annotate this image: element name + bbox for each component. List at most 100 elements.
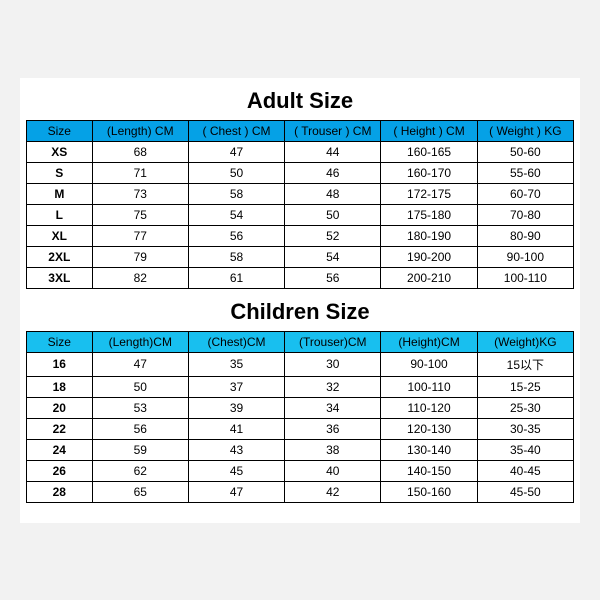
cell-value: 79 <box>92 246 188 267</box>
cell-value: 82 <box>92 267 188 288</box>
table-row: 2XL795854190-20090-100 <box>27 246 574 267</box>
cell-value: 38 <box>285 439 381 460</box>
cell-value: 70-80 <box>477 204 573 225</box>
cell-value: 44 <box>285 141 381 162</box>
cell-value: 37 <box>188 376 284 397</box>
cell-value: 150-160 <box>381 481 477 502</box>
cell-value: 62 <box>92 460 188 481</box>
cell-value: 200-210 <box>381 267 477 288</box>
col-chest: (Chest)CM <box>188 331 284 352</box>
table-row: M735848172-17560-70 <box>27 183 574 204</box>
cell-size: 22 <box>27 418 93 439</box>
cell-value: 80-90 <box>477 225 573 246</box>
cell-value: 53 <box>92 397 188 418</box>
col-length: (Length)CM <box>92 331 188 352</box>
cell-value: 43 <box>188 439 284 460</box>
cell-value: 30-35 <box>477 418 573 439</box>
table-header-row: Size (Length) CM ( Chest ) CM ( Trouser … <box>27 120 574 141</box>
cell-value: 52 <box>285 225 381 246</box>
cell-value: 180-190 <box>381 225 477 246</box>
cell-size: 2XL <box>27 246 93 267</box>
cell-value: 50 <box>285 204 381 225</box>
table-row: 22564136120-13030-35 <box>27 418 574 439</box>
table-header-row: Size (Length)CM (Chest)CM (Trouser)CM (H… <box>27 331 574 352</box>
cell-size: S <box>27 162 93 183</box>
cell-value: 54 <box>188 204 284 225</box>
cell-value: 68 <box>92 141 188 162</box>
table-row: 3XL826156200-210100-110 <box>27 267 574 288</box>
adult-size-table: Size (Length) CM ( Chest ) CM ( Trouser … <box>26 120 574 289</box>
cell-value: 160-170 <box>381 162 477 183</box>
table-row: XL775652180-19080-90 <box>27 225 574 246</box>
cell-value: 73 <box>92 183 188 204</box>
cell-size: L <box>27 204 93 225</box>
cell-value: 90-100 <box>477 246 573 267</box>
cell-size: 18 <box>27 376 93 397</box>
cell-value: 40 <box>285 460 381 481</box>
cell-value: 48 <box>285 183 381 204</box>
cell-value: 35 <box>188 352 284 376</box>
col-height: ( Height ) CM <box>381 120 477 141</box>
cell-value: 100-110 <box>477 267 573 288</box>
table-row: XS684744160-16550-60 <box>27 141 574 162</box>
cell-value: 56 <box>285 267 381 288</box>
col-trouser: ( Trouser ) CM <box>285 120 381 141</box>
cell-value: 39 <box>188 397 284 418</box>
cell-value: 58 <box>188 183 284 204</box>
cell-size: 16 <box>27 352 93 376</box>
cell-value: 15以下 <box>477 352 573 376</box>
cell-value: 61 <box>188 267 284 288</box>
cell-value: 77 <box>92 225 188 246</box>
cell-value: 30 <box>285 352 381 376</box>
cell-value: 55-60 <box>477 162 573 183</box>
table-row: 18503732100-11015-25 <box>27 376 574 397</box>
cell-size: 28 <box>27 481 93 502</box>
children-size-table: Size (Length)CM (Chest)CM (Trouser)CM (H… <box>26 331 574 503</box>
table-row: S715046160-17055-60 <box>27 162 574 183</box>
cell-value: 120-130 <box>381 418 477 439</box>
cell-size: XS <box>27 141 93 162</box>
table-row: 26624540140-15040-45 <box>27 460 574 481</box>
cell-value: 40-45 <box>477 460 573 481</box>
adult-size-body: XS684744160-16550-60S715046160-17055-60M… <box>27 141 574 288</box>
cell-value: 140-150 <box>381 460 477 481</box>
cell-value: 50 <box>92 376 188 397</box>
cell-value: 35-40 <box>477 439 573 460</box>
cell-value: 56 <box>92 418 188 439</box>
table-row: 1647353090-10015以下 <box>27 352 574 376</box>
cell-value: 34 <box>285 397 381 418</box>
cell-value: 59 <box>92 439 188 460</box>
cell-size: 20 <box>27 397 93 418</box>
cell-value: 46 <box>285 162 381 183</box>
cell-value: 60-70 <box>477 183 573 204</box>
table-row: 20533934110-12025-30 <box>27 397 574 418</box>
cell-value: 75 <box>92 204 188 225</box>
col-size: Size <box>27 120 93 141</box>
cell-value: 47 <box>92 352 188 376</box>
cell-value: 47 <box>188 141 284 162</box>
cell-size: 26 <box>27 460 93 481</box>
cell-value: 58 <box>188 246 284 267</box>
col-height: (Height)CM <box>381 331 477 352</box>
cell-value: 15-25 <box>477 376 573 397</box>
adult-size-title: Adult Size <box>26 78 574 120</box>
cell-size: 24 <box>27 439 93 460</box>
cell-value: 160-165 <box>381 141 477 162</box>
col-weight: ( Weight ) KG <box>477 120 573 141</box>
col-size: Size <box>27 331 93 352</box>
cell-size: M <box>27 183 93 204</box>
cell-value: 25-30 <box>477 397 573 418</box>
cell-value: 190-200 <box>381 246 477 267</box>
cell-value: 32 <box>285 376 381 397</box>
cell-value: 54 <box>285 246 381 267</box>
cell-value: 65 <box>92 481 188 502</box>
cell-value: 45-50 <box>477 481 573 502</box>
cell-value: 50 <box>188 162 284 183</box>
cell-value: 100-110 <box>381 376 477 397</box>
cell-value: 71 <box>92 162 188 183</box>
cell-value: 36 <box>285 418 381 439</box>
cell-value: 90-100 <box>381 352 477 376</box>
cell-value: 172-175 <box>381 183 477 204</box>
cell-value: 47 <box>188 481 284 502</box>
cell-value: 175-180 <box>381 204 477 225</box>
